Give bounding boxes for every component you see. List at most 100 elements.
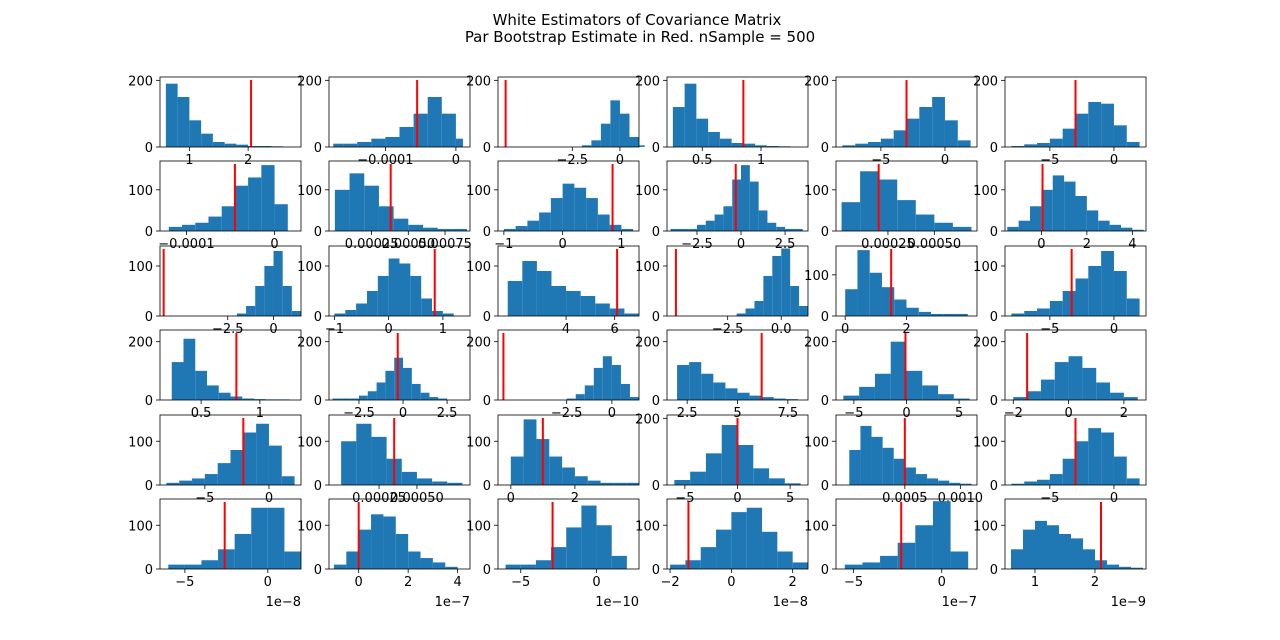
axes-frame bbox=[666, 245, 809, 317]
histogram-bar bbox=[236, 313, 247, 316]
x-tick-label: 0 bbox=[264, 575, 272, 590]
histogram-bar bbox=[880, 138, 894, 147]
x-tick-label: 0 bbox=[265, 491, 273, 506]
histogram-bar bbox=[192, 478, 205, 485]
histogram-bar bbox=[855, 143, 869, 147]
histogram-bar bbox=[566, 527, 582, 569]
histogram-bar bbox=[670, 564, 686, 569]
histogram-bar bbox=[1126, 142, 1140, 147]
x-tick-label: −5 bbox=[195, 491, 214, 506]
histogram-bar bbox=[333, 143, 344, 147]
histogram-bar bbox=[785, 228, 803, 231]
histogram-panel-36: 0 100 1 2 1e−9 bbox=[973, 498, 1147, 610]
histogram-bar bbox=[1049, 474, 1063, 485]
histogram-bar bbox=[595, 303, 610, 316]
y-tick-label: 200 bbox=[973, 74, 998, 89]
histogram-bar bbox=[221, 206, 235, 231]
histogram-bar bbox=[1037, 143, 1050, 147]
histogram-bar bbox=[166, 482, 180, 485]
histogram-bar bbox=[776, 226, 786, 231]
histogram-panel-24: 0 200 −2 0 2 bbox=[973, 329, 1147, 421]
x-tick-label: 2 bbox=[404, 575, 412, 590]
histogram-bar bbox=[356, 303, 367, 316]
histogram-bar bbox=[408, 224, 423, 231]
x-tick-label: 0 bbox=[938, 575, 946, 590]
histogram-panel-17: 0 100 0 2 bbox=[804, 245, 978, 337]
histogram-bar bbox=[584, 385, 594, 400]
y-tick-label: 100 bbox=[128, 435, 153, 450]
histogram-bar bbox=[393, 218, 409, 231]
histogram-bar bbox=[345, 310, 357, 316]
y-tick-label: 0 bbox=[990, 225, 998, 240]
histogram-bar bbox=[586, 198, 598, 231]
x-tick-label: 1 bbox=[256, 406, 264, 421]
y-tick-label: 0 bbox=[314, 310, 322, 325]
histogram-panel-28: 0 200 −5 0 5 bbox=[635, 412, 809, 506]
y-tick-label: 100 bbox=[466, 260, 491, 275]
histogram-panel-13: 0 100 −2.5 0 bbox=[128, 245, 302, 337]
histogram-bar bbox=[1088, 428, 1102, 485]
x-tick-label: 0 bbox=[1110, 153, 1118, 168]
histogram-bar bbox=[737, 392, 750, 400]
histogram-bar bbox=[243, 432, 257, 485]
histogram-bar bbox=[743, 143, 756, 147]
histogram-bar bbox=[420, 558, 433, 569]
y-tick-label: 100 bbox=[635, 260, 660, 275]
x-tick-label: 0 bbox=[452, 153, 460, 168]
y-tick-label: 0 bbox=[314, 225, 322, 240]
figure-title-line1: White Estimators of Covariance Matrix bbox=[493, 11, 782, 29]
histogram-bar bbox=[639, 145, 645, 147]
histogram-bar bbox=[874, 373, 891, 400]
y-tick-label: 100 bbox=[804, 435, 829, 450]
histogram-bar bbox=[376, 382, 386, 400]
histogram-bar bbox=[670, 228, 689, 231]
histogram-bar bbox=[701, 373, 714, 400]
histogram-bar bbox=[580, 296, 596, 316]
histogram-bar bbox=[1075, 196, 1087, 231]
x-tick-label: 5 bbox=[733, 406, 741, 421]
histogram-bar bbox=[915, 525, 933, 569]
y-tick-label: 100 bbox=[297, 435, 322, 450]
histogram-bar bbox=[591, 140, 601, 147]
histogram-bar bbox=[1054, 362, 1069, 400]
histogram-bar bbox=[696, 118, 709, 147]
x-tick-label: 0.0005 bbox=[882, 491, 928, 506]
histogram-bar bbox=[1126, 298, 1140, 316]
y-tick-label: 200 bbox=[466, 336, 491, 351]
x-tick-label: −2 bbox=[1004, 406, 1023, 421]
histogram-bar bbox=[716, 529, 732, 569]
histogram-bar bbox=[894, 299, 907, 316]
x-tick-label: 0 bbox=[385, 322, 393, 337]
y-tick-label: 200 bbox=[297, 74, 322, 89]
axes-frame bbox=[328, 329, 471, 401]
histogram-bar bbox=[1113, 125, 1127, 147]
x-tick-label: 6 bbox=[611, 322, 619, 337]
histogram-bar bbox=[575, 394, 585, 400]
histogram-bar bbox=[366, 291, 378, 316]
histogram-panel-19: 0 200 0.5 1 bbox=[128, 329, 302, 421]
y-tick-label: 0 bbox=[652, 310, 660, 325]
histogram-bar bbox=[388, 258, 400, 316]
histogram-bar bbox=[341, 441, 357, 485]
histogram-bar bbox=[690, 471, 706, 485]
histogram-bar bbox=[383, 516, 396, 569]
x-tick-label: 0 bbox=[1110, 491, 1118, 506]
histogram-bar bbox=[1059, 534, 1071, 569]
y-tick-label: 100 bbox=[297, 519, 322, 534]
histogram-bar bbox=[1075, 441, 1089, 485]
axes-frame bbox=[835, 498, 978, 570]
histogram-bar bbox=[1011, 313, 1025, 316]
histogram-bar bbox=[251, 507, 268, 569]
y-tick-label: 100 bbox=[466, 519, 491, 534]
y-tick-label: 0 bbox=[483, 310, 491, 325]
histogram-bar bbox=[621, 228, 634, 231]
histogram-bar bbox=[792, 562, 808, 569]
histogram-bar bbox=[587, 480, 601, 485]
x-tick-label: 2 bbox=[1091, 575, 1099, 590]
x-tick-label: 2.5 bbox=[677, 406, 698, 421]
x-tick-label: 0 bbox=[558, 237, 566, 252]
histogram-bar bbox=[915, 474, 928, 485]
